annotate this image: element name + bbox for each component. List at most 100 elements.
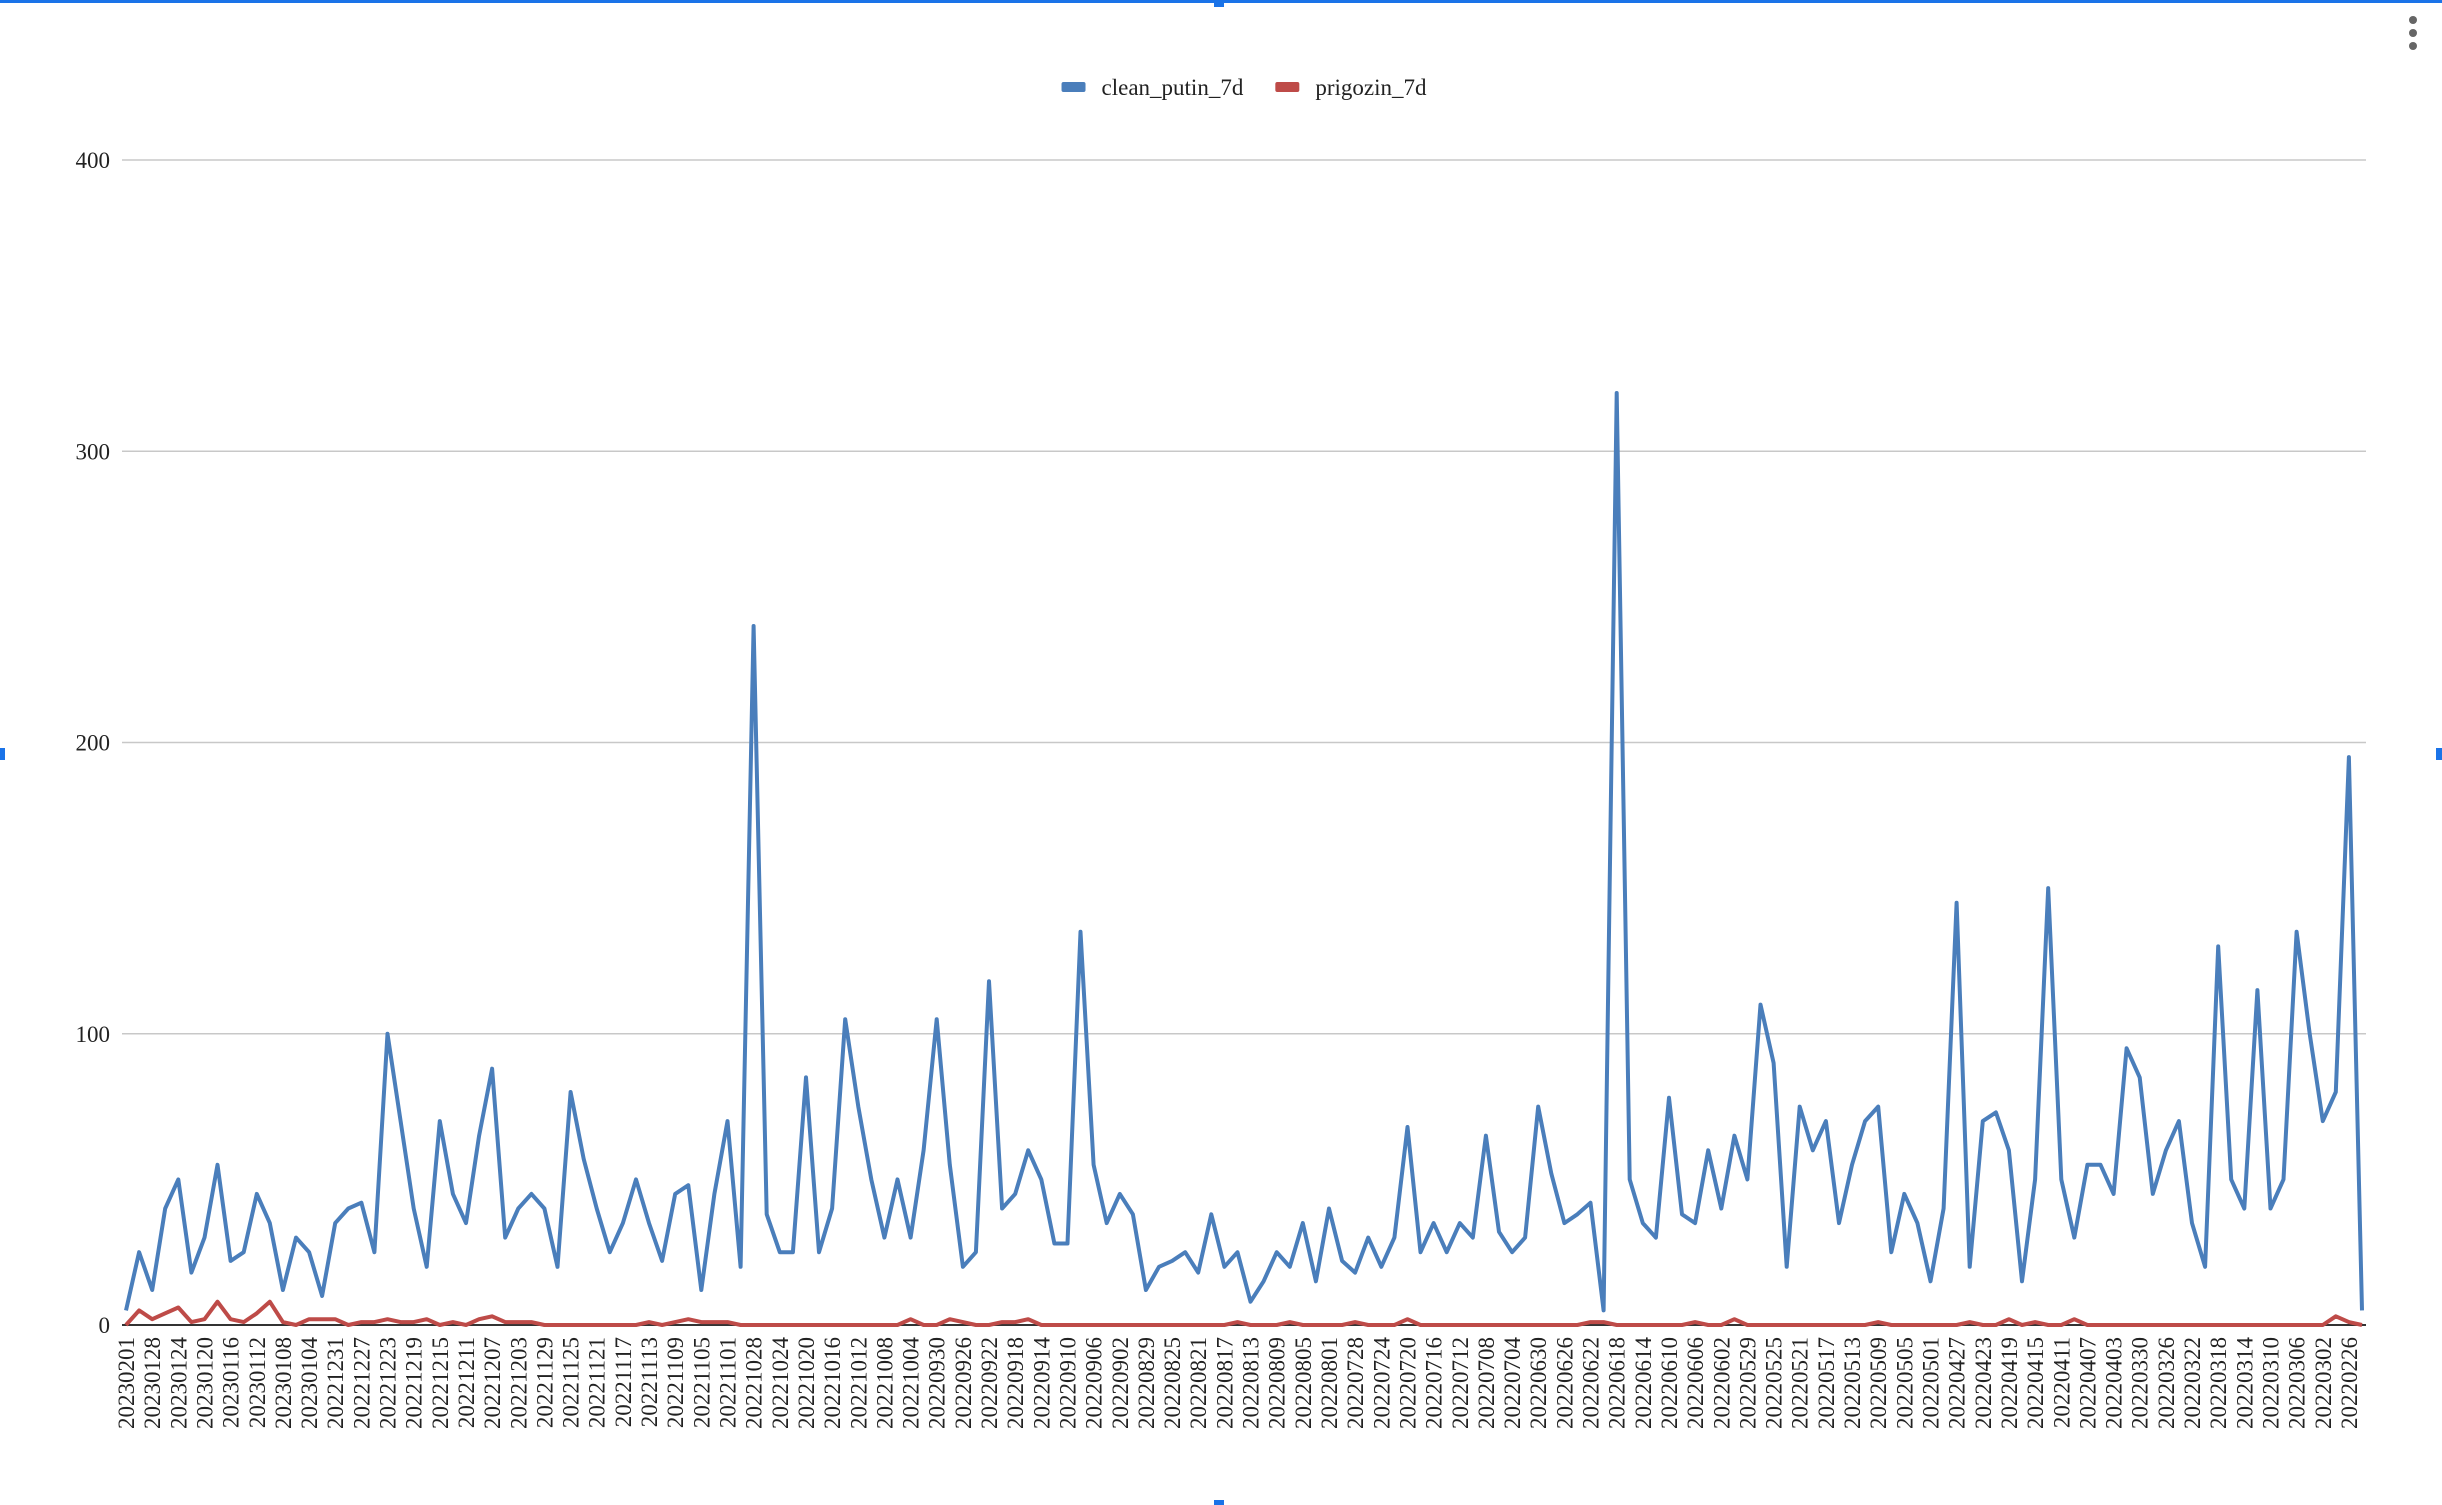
x-tick-label: 20220226 (2337, 1337, 2362, 1429)
resize-handle[interactable] (1214, 0, 1224, 7)
x-tick-label: 20230116 (219, 1337, 244, 1428)
resize-handle[interactable] (1214, 1500, 1224, 1505)
legend-swatch (1061, 82, 1086, 92)
x-tick-label: 20221016 (820, 1337, 845, 1429)
x-tick-label: 20220813 (1239, 1337, 1264, 1429)
x-tick-label: 20220403 (2102, 1337, 2127, 1429)
legend-swatch (1275, 82, 1300, 92)
resize-handle[interactable] (2436, 748, 2442, 760)
x-tick-label: 20220906 (1082, 1337, 1107, 1429)
x-tick-label: 20220423 (1971, 1337, 1996, 1429)
x-tick-label: 20220415 (2023, 1337, 2048, 1429)
x-tick-label: 20221215 (428, 1337, 453, 1429)
legend: clean_putin_7d prigozin_7d (1061, 75, 1427, 100)
x-tick-label: 20220829 (1134, 1337, 1159, 1429)
x-tick-label: 20230112 (245, 1337, 270, 1428)
x-tick-label: 20220801 (1317, 1337, 1342, 1429)
x-tick-label: 20220411 (2049, 1337, 2074, 1428)
series-line (124, 1299, 2363, 1327)
x-tick-label: 20220330 (2128, 1337, 2153, 1429)
x-tick-label: 20221101 (715, 1337, 740, 1428)
x-tick-label: 20220902 (1108, 1337, 1133, 1429)
x-tick-label: 20220322 (2180, 1337, 2205, 1429)
x-tick-label: 20220724 (1369, 1337, 1394, 1430)
x-tick-label: 20220626 (1552, 1337, 1577, 1429)
x-tick-label: 20220517 (1814, 1337, 1839, 1429)
x-tick-label: 20221211 (454, 1337, 479, 1428)
x-tick-label: 20220825 (1160, 1337, 1185, 1429)
x-tick-label: 20220630 (1526, 1337, 1551, 1429)
x-tick-label: 20221109 (663, 1337, 688, 1428)
x-tick-label: 20220419 (1997, 1337, 2022, 1429)
x-tick-label: 20221203 (506, 1337, 531, 1429)
x-tick-label: 20220708 (1474, 1337, 1499, 1429)
x-tick-label: 20230124 (166, 1337, 191, 1430)
legend-label: clean_putin_7d (1102, 75, 1244, 100)
x-tick-label: 20220306 (2285, 1337, 2310, 1429)
x-tick-label: 20230201 (114, 1337, 139, 1429)
x-tick-label: 20220618 (1605, 1337, 1630, 1429)
x-tick-label: 20220310 (2258, 1337, 2283, 1429)
y-tick-label: 200 (76, 731, 111, 756)
x-tick-label: 20220622 (1579, 1337, 1604, 1429)
x-tick-label: 20220712 (1448, 1337, 1473, 1429)
x-tick-label: 20220302 (2311, 1337, 2336, 1429)
x-tick-label: 20220509 (1866, 1337, 1891, 1429)
menu-button[interactable] (2409, 16, 2417, 50)
x-tick-label: 20220704 (1500, 1337, 1525, 1430)
x-tick-label: 20230104 (297, 1337, 322, 1430)
x-tick-label: 20220521 (1788, 1337, 1813, 1429)
x-tick-label: 20230120 (192, 1337, 217, 1429)
x-tick-label: 20221117 (611, 1337, 636, 1427)
x-tick-label: 20220821 (1186, 1337, 1211, 1429)
x-tick-label: 20220809 (1265, 1337, 1290, 1429)
x-tick-label: 20220910 (1055, 1337, 1080, 1429)
x-tick-label: 20221223 (376, 1337, 401, 1429)
x-tick-label: 20220513 (1840, 1337, 1865, 1429)
x-tick-label: 20220914 (1029, 1337, 1054, 1430)
x-tick-label: 20221004 (899, 1337, 924, 1430)
x-tick-label: 20221121 (585, 1337, 610, 1428)
x-tick-label: 20221024 (768, 1337, 793, 1430)
x-tick-label: 20221008 (872, 1337, 897, 1429)
x-tick-label: 20220614 (1631, 1337, 1656, 1430)
x-tick-label: 20221227 (349, 1337, 374, 1429)
x-tick-label: 20220918 (1003, 1337, 1028, 1429)
x-tick-label: 20221028 (742, 1337, 767, 1429)
x-tick-label: 20220930 (925, 1337, 950, 1429)
x-tick-label: 20221231 (323, 1337, 348, 1429)
series-line (124, 391, 2364, 1313)
y-tick-label: 400 (76, 148, 111, 173)
x-tick-label: 20220529 (1735, 1337, 1760, 1429)
x-tick-label: 20221020 (794, 1337, 819, 1429)
x-tick-label: 20220728 (1343, 1337, 1368, 1429)
x-tick-label: 20221105 (689, 1337, 714, 1428)
x-tick-label: 20220716 (1422, 1337, 1447, 1429)
x-tick-label: 20220606 (1683, 1337, 1708, 1429)
x-tick-label: 20220427 (1945, 1337, 1970, 1429)
resize-handle[interactable] (0, 748, 5, 760)
x-tick-label: 20220326 (2154, 1337, 2179, 1429)
x-tick-label: 20221129 (532, 1337, 557, 1428)
x-tick-label: 20220602 (1709, 1337, 1734, 1429)
x-tick-label: 20220926 (951, 1337, 976, 1429)
y-tick-label: 300 (76, 439, 111, 464)
x-tick-label: 20221113 (637, 1337, 662, 1427)
x-tick-label: 20221207 (480, 1337, 505, 1429)
x-tick-label: 20221012 (846, 1337, 871, 1429)
x-tick-label: 20220525 (1762, 1337, 1787, 1429)
x-tick-label: 20220720 (1395, 1337, 1420, 1429)
x-tick-label: 20220817 (1212, 1337, 1237, 1429)
x-tick-label: 20220922 (977, 1337, 1002, 1429)
y-tick-label: 100 (76, 1022, 111, 1047)
x-tick-label: 20221219 (402, 1337, 427, 1429)
x-tick-label: 20220407 (2075, 1337, 2100, 1429)
x-tick-label: 20220318 (2206, 1337, 2231, 1429)
x-tick-label: 20230108 (271, 1337, 296, 1429)
x-tick-label: 20220505 (1892, 1337, 1917, 1429)
x-tick-label: 20220805 (1291, 1337, 1316, 1429)
legend-label: prigozin_7d (1315, 75, 1427, 100)
